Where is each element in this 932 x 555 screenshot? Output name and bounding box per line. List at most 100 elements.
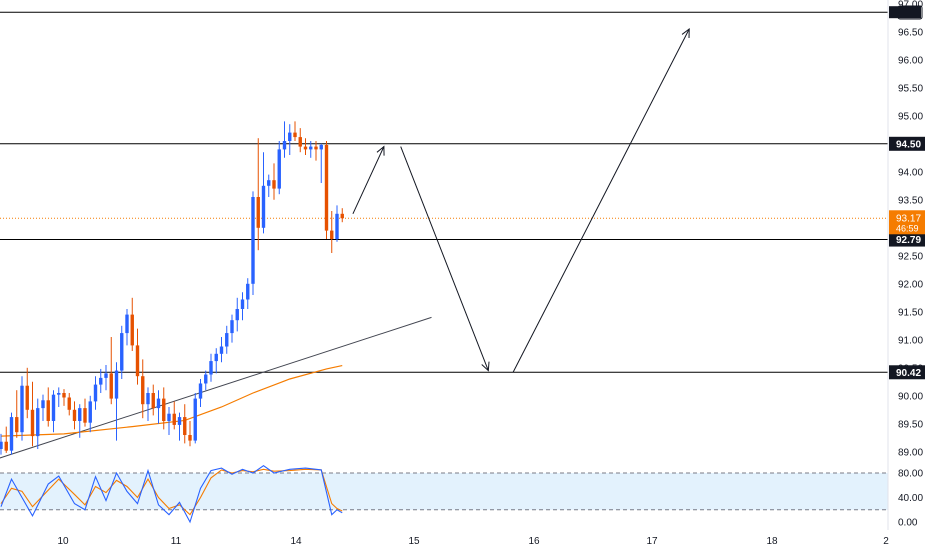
- candle-body: [46, 400, 50, 421]
- candle[interactable]: [93, 376, 98, 410]
- candle[interactable]: [104, 365, 108, 391]
- projection-arrow[interactable]: [400, 146, 490, 372]
- candle[interactable]: [57, 387, 61, 407]
- candle-body: [51, 394, 56, 421]
- candle[interactable]: [288, 124, 292, 155]
- candle[interactable]: [67, 393, 71, 416]
- candle[interactable]: [298, 128, 302, 153]
- candle[interactable]: [183, 404, 187, 444]
- price-tick-label: 95.00: [898, 111, 923, 122]
- candle[interactable]: [141, 359, 145, 419]
- candle[interactable]: [225, 325, 229, 354]
- candle[interactable]: [267, 174, 271, 197]
- candle[interactable]: [162, 387, 166, 430]
- candle[interactable]: [125, 309, 129, 346]
- candle[interactable]: [240, 292, 245, 321]
- time-tick-label: 2: [883, 536, 889, 547]
- candle-body: [15, 417, 19, 433]
- candle[interactable]: [88, 395, 92, 433]
- time-tick-label: 18: [766, 536, 778, 547]
- candle[interactable]: [198, 379, 203, 407]
- projection-arrow-head: [681, 27, 690, 39]
- candle[interactable]: [30, 381, 35, 447]
- candle[interactable]: [135, 328, 140, 385]
- projection-arrow[interactable]: [352, 145, 385, 215]
- candle[interactable]: [251, 191, 255, 295]
- candle[interactable]: [330, 211, 334, 253]
- level-label-box: [889, 6, 921, 19]
- candle[interactable]: [4, 426, 8, 453]
- candle[interactable]: [114, 362, 119, 441]
- candle[interactable]: [193, 393, 197, 444]
- candle[interactable]: [204, 370, 208, 391]
- candle-body: [93, 384, 98, 402]
- projection-arrow[interactable]: [512, 27, 690, 373]
- candle[interactable]: [120, 325, 124, 379]
- price-tick-label: 93.50: [898, 195, 923, 206]
- candle[interactable]: [9, 412, 14, 455]
- candle[interactable]: [78, 404, 82, 438]
- candle[interactable]: [25, 367, 29, 419]
- candle[interactable]: [309, 141, 313, 158]
- candle[interactable]: [62, 389, 66, 406]
- candle-body: [288, 132, 292, 141]
- time-tick-label: 16: [528, 536, 540, 547]
- time-tick-label: 17: [646, 536, 658, 547]
- candle[interactable]: [188, 421, 192, 447]
- candle[interactable]: [151, 384, 155, 416]
- candle[interactable]: [256, 138, 260, 251]
- horizontal-levels: [0, 11, 888, 373]
- candle[interactable]: [277, 141, 281, 195]
- candle-body: [78, 408, 82, 421]
- candle[interactable]: [41, 394, 45, 421]
- candle[interactable]: [219, 337, 224, 363]
- candle[interactable]: [335, 205, 339, 242]
- candle[interactable]: [319, 143, 323, 183]
- candle[interactable]: [167, 407, 171, 435]
- candle-body: [235, 309, 239, 321]
- projection-arrow-head: [376, 145, 385, 156]
- candle-body: [62, 393, 66, 398]
- candle-body: [293, 132, 297, 138]
- candle[interactable]: [172, 401, 176, 430]
- candle[interactable]: [130, 297, 134, 351]
- candle[interactable]: [340, 208, 344, 223]
- candle[interactable]: [293, 121, 297, 141]
- candle[interactable]: [235, 297, 239, 332]
- candle[interactable]: [314, 141, 318, 161]
- candle[interactable]: [230, 314, 234, 343]
- candle-body: [20, 385, 24, 433]
- candle[interactable]: [0, 433, 3, 455]
- price-tick-label: 92.50: [898, 251, 923, 262]
- stochastic-band: [0, 472, 888, 511]
- candle[interactable]: [72, 401, 77, 430]
- candle[interactable]: [146, 387, 150, 421]
- candle-body: [251, 197, 255, 284]
- candle[interactable]: [36, 398, 40, 449]
- candle[interactable]: [20, 376, 24, 441]
- candle[interactable]: [214, 348, 218, 374]
- candle[interactable]: [51, 390, 56, 433]
- candle[interactable]: [15, 390, 19, 438]
- candle[interactable]: [177, 412, 182, 441]
- candle[interactable]: [156, 390, 161, 424]
- candle-body: [125, 314, 129, 334]
- trendline[interactable]: [0, 316, 432, 460]
- candle[interactable]: [272, 163, 276, 200]
- candle[interactable]: [303, 138, 308, 155]
- candle[interactable]: [324, 141, 329, 239]
- candle[interactable]: [209, 353, 213, 382]
- candle[interactable]: [99, 368, 103, 393]
- candle-body: [156, 398, 161, 409]
- candle[interactable]: [109, 337, 113, 405]
- stochastic-k-line: [0, 464, 343, 524]
- candle[interactable]: [246, 278, 250, 309]
- candle[interactable]: [282, 121, 287, 158]
- candle[interactable]: [46, 387, 50, 427]
- candle-body: [104, 373, 108, 378]
- candle[interactable]: [261, 152, 266, 234]
- candle-body: [183, 417, 187, 435]
- candle[interactable]: [83, 398, 87, 427]
- projection-arrow-head: [481, 361, 490, 372]
